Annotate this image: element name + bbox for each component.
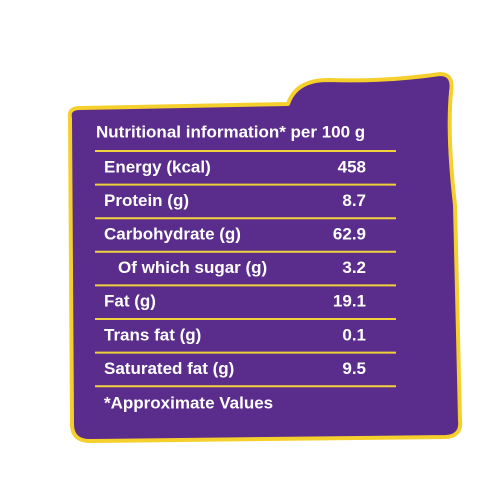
row-value: 0.1 [342,325,366,344]
row-value: 8.7 [342,191,366,210]
row-value: 458 [338,157,366,176]
row-name: Fat (g) [104,292,156,311]
row-name: Of which sugar (g) [118,258,267,277]
label-panel [67,72,463,444]
footnote: *Approximate Values [104,393,273,412]
row-value: 62.9 [333,224,366,243]
row-value: 19.1 [333,292,366,311]
row-name: Saturated fat (g) [104,359,234,378]
row-value: 3.2 [342,258,366,277]
row-name: Energy (kcal) [104,157,211,176]
label-title: Nutritional information* per 100 g [96,122,365,141]
row-name: Protein (g) [104,191,189,210]
row-value: 9.5 [342,359,366,378]
row-name: Trans fat (g) [104,325,201,344]
row-name: Carbohydrate (g) [104,224,241,243]
